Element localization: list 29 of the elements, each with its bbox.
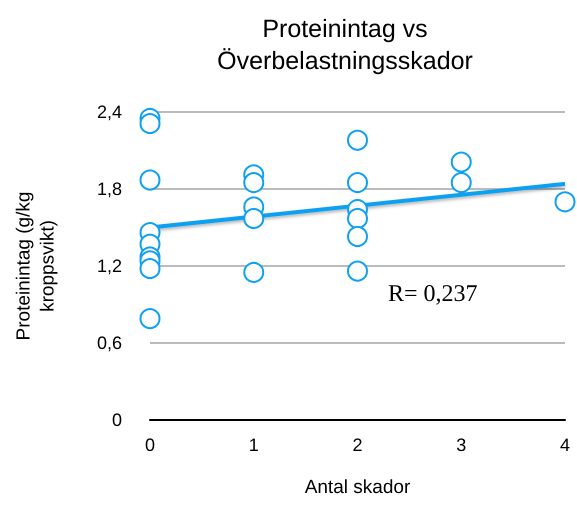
x-axis-title: Antal skador [304,477,411,498]
x-tick-label: 2 [352,435,363,455]
point [243,208,264,230]
annotation: R= 0,237 [388,281,478,307]
point [243,172,264,194]
point [347,130,368,151]
point [140,113,160,134]
y-tick-label: 0 [112,410,122,430]
x-tick-label: 0 [144,435,156,455]
point [347,226,368,247]
point [347,260,368,282]
point [554,191,576,212]
x-tick-label: 3 [456,435,466,455]
point [347,208,368,230]
point [140,258,160,280]
point [450,152,472,173]
point [347,172,368,194]
y-axis-title: Proteinintag (g/kg kroppsvikt) [14,192,58,340]
x-tick-label: 4 [560,435,570,455]
point [450,172,472,194]
point [243,262,264,283]
point [140,170,160,191]
x-tick-label: 1 [248,435,259,455]
point [140,308,160,330]
y-tick-label: 1,8 [96,179,122,199]
chart-title: Proteinintag vs Överbelastningsskador [217,15,473,75]
y-tick-label: 0,6 [96,333,122,353]
y-tick-label: 2,4 [96,102,122,122]
y-tick-label: 1,2 [96,256,122,276]
